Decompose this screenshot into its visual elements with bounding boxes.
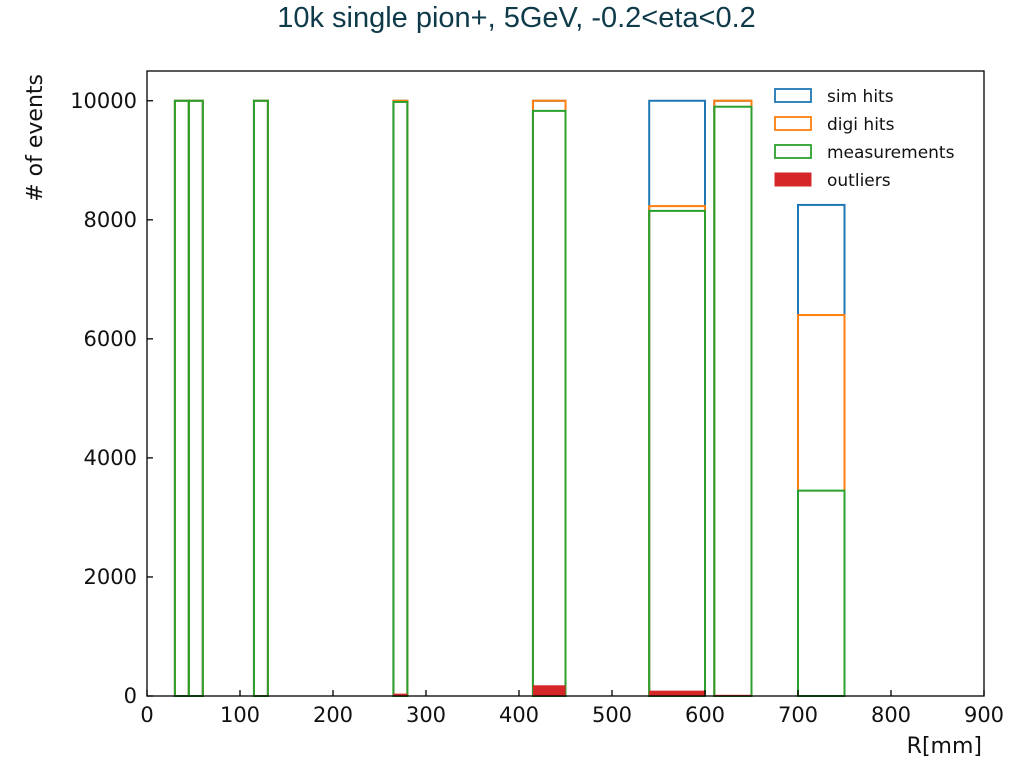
sim-hits-bar <box>713 99 753 697</box>
outliers-bar <box>532 685 566 696</box>
y-tick-label: 8000 <box>84 208 137 232</box>
digi-hits-bar <box>392 99 409 697</box>
sim-hits-bar <box>187 99 204 697</box>
legend: sim hits digi hits measurements outliers <box>774 87 955 191</box>
legend-label-sim-hits: sim hits <box>827 87 894 107</box>
measurements-bar <box>187 99 204 697</box>
outliers-bar <box>649 690 705 696</box>
x-tick-label: 800 <box>871 703 911 727</box>
measurements-bar <box>713 105 753 697</box>
digi-hits-bar <box>252 99 269 697</box>
y-tick-label: 10000 <box>70 89 137 113</box>
sim-hits-bar <box>797 203 846 698</box>
sim-hits-bar <box>392 99 409 697</box>
measurements-bar <box>392 100 409 697</box>
legend-swatch-measurements <box>774 144 812 159</box>
sim-hits-bar <box>252 99 269 697</box>
legend-label-digi-hits: digi hits <box>827 115 895 135</box>
x-tick-label: 300 <box>406 703 446 727</box>
measurements-bar <box>648 209 707 697</box>
outliers-bar <box>393 693 408 696</box>
measurements-bar <box>531 109 567 697</box>
digi-hits-bar <box>173 99 190 697</box>
x-tick-label: 500 <box>592 703 632 727</box>
legend-label-measurements: measurements <box>827 143 955 163</box>
y-tick-label: 2000 <box>84 565 137 589</box>
sim-hits-bar <box>648 99 707 697</box>
measurements-bar <box>252 99 269 697</box>
ticks-layer: 0 100 200 300 400 500 600 700 800 900 0 2000 4000 600… <box>70 89 1004 727</box>
sim-hits-bar <box>531 99 567 697</box>
digi-hits-bar <box>531 99 567 697</box>
plot-frame <box>146 70 985 697</box>
sim-hits-bar <box>173 99 190 697</box>
x-axis-label: R[mm] <box>907 734 982 759</box>
digi-hits-bar <box>648 205 707 697</box>
y-axis-label: # of events <box>23 74 48 202</box>
legend-swatch-sim-hits <box>774 88 812 103</box>
x-tick-label: 100 <box>220 703 260 727</box>
x-tick-label: 900 <box>964 703 1004 727</box>
x-tick-label: 0 <box>140 703 153 727</box>
legend-swatch-outliers <box>774 172 812 187</box>
legend-label-outliers: outliers <box>827 171 891 191</box>
x-tick-label: 600 <box>685 703 725 727</box>
x-tick-label: 400 <box>499 703 539 727</box>
legend-swatch-digi-hits <box>774 116 812 131</box>
slide-title: 10k single pion+, 5GeV, -0.2<eta<0.2 <box>277 2 756 34</box>
measurements-bar <box>797 489 846 697</box>
y-tick-label: 4000 <box>84 446 137 470</box>
y-tick-label: 0 <box>124 684 137 708</box>
digi-hits-bar <box>797 314 846 697</box>
x-tick-label: 200 <box>313 703 353 727</box>
x-tick-label: 700 <box>778 703 818 727</box>
digi-hits-bar <box>713 99 753 697</box>
measurements-bar <box>173 99 190 697</box>
y-tick-label: 6000 <box>84 327 137 351</box>
digi-hits-bar <box>187 99 204 697</box>
bars-layer <box>173 99 846 698</box>
